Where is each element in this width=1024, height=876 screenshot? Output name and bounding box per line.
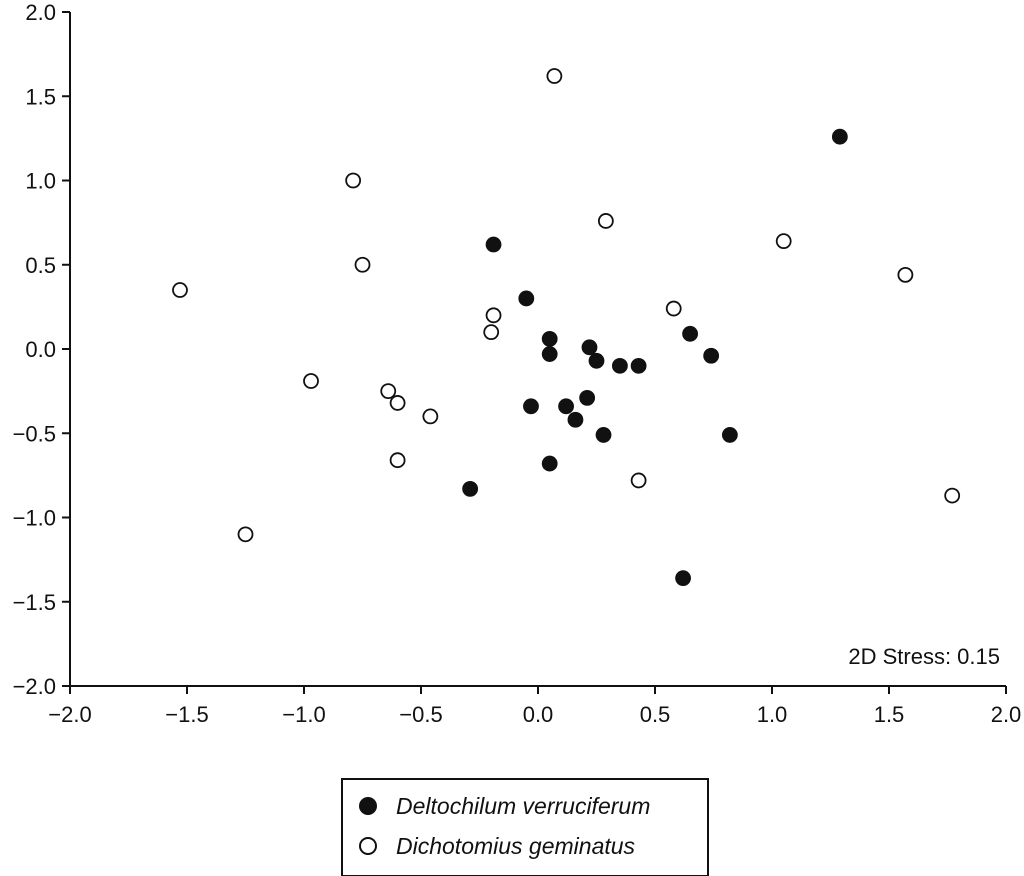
y-tick-label: 0.0 [25,337,56,362]
tick-labels: −2.0 −1.5 −1.0 −0.5 0.0 0.5 1.0 1.5 2.0 2.0 1.5 1.0… [13,0,1022,727]
point-deltochilum [675,570,691,587]
point-dichotomius [237,526,254,543]
x-tick-label: 0.0 [523,702,554,727]
point-deltochilum [579,389,596,406]
y-tick-label: 1.5 [25,84,56,109]
point-dichotomius [172,282,188,298]
x-tick-label: 1.5 [874,702,905,727]
point-dichotomius [485,307,502,324]
y-tick-label: −1.5 [13,590,56,615]
point-dichotomius [483,324,500,341]
legend: Deltochilum verruciferum Dichotomius gem… [341,778,709,876]
x-tick-label: −1.0 [282,702,325,727]
x-tick-label: −2.0 [48,702,91,727]
point-dichotomius [380,383,397,400]
point-dichotomius [775,233,792,250]
x-tick-label: 2.0 [991,702,1022,727]
point-deltochilum [588,352,605,369]
axes [69,12,1006,687]
point-dichotomius [354,256,371,273]
point-deltochilum [721,427,738,443]
point-dichotomius [389,395,406,411]
point-dichotomius [597,213,614,229]
point-deltochilum [485,236,502,253]
data-points [172,68,961,587]
point-dichotomius [303,373,319,389]
point-deltochilum [703,347,720,364]
point-deltochilum [541,330,558,347]
tick-marks [62,11,1007,694]
point-dichotomius [630,472,647,489]
point-deltochilum [581,339,598,356]
point-dichotomius [897,266,914,283]
y-tick-label: 1.0 [25,169,56,194]
legend-marker-deltochilum [359,797,377,815]
point-dichotomius [944,487,961,504]
stress-annotation: 2D Stress: 0.15 [848,644,1000,669]
point-deltochilum [523,398,539,415]
point-dichotomius [546,68,563,84]
point-deltochilum [630,357,647,374]
point-dichotomius [345,172,362,189]
legend-box [341,778,709,876]
y-tick-label: −2.0 [13,674,56,699]
y-tick-label: −1.0 [13,506,56,531]
point-dichotomius [389,452,406,469]
point-dichotomius [422,408,439,425]
y-tick-label: 2.0 [25,0,56,25]
y-tick-label: 0.5 [25,253,56,278]
x-tick-label: 0.5 [640,702,671,727]
point-deltochilum [541,455,558,472]
point-deltochilum [595,427,612,443]
point-deltochilum [567,411,584,428]
point-deltochilum [541,346,558,362]
x-tick-label: −1.5 [165,702,208,727]
point-deltochilum [612,357,628,374]
point-dichotomius [665,300,682,317]
y-tick-label: −0.5 [13,421,56,446]
legend-label-dichotomius: Dichotomius geminatus [396,833,636,859]
legend-label-deltochilum: Deltochilum verruciferum [396,793,650,819]
x-tick-label: −0.5 [399,702,442,727]
point-deltochilum [558,398,574,415]
point-deltochilum [518,290,535,307]
point-deltochilum [682,325,698,342]
point-deltochilum [831,128,848,145]
legend-marker-dichotomius [359,837,377,855]
x-tick-label: 1.0 [757,702,788,727]
point-deltochilum [462,480,479,497]
